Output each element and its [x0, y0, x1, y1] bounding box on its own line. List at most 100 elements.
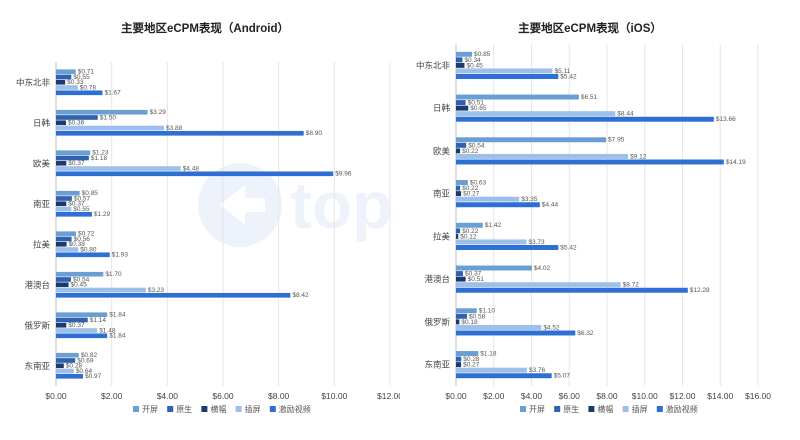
- data-label: $1.70: [105, 271, 122, 278]
- data-label: $1.29: [94, 211, 111, 218]
- bar-1: [456, 351, 479, 356]
- bar-3: [56, 160, 67, 166]
- legend-swatch: [554, 406, 561, 412]
- category-label: 港澳台: [424, 274, 450, 284]
- legend-swatch: [235, 406, 242, 412]
- bar-1: [456, 265, 532, 271]
- x-tick-label: $10.00: [321, 391, 347, 401]
- bar-2: [456, 313, 467, 319]
- data-label: $0.63: [470, 179, 487, 186]
- data-label: $4.02: [534, 265, 551, 272]
- bar-3: [56, 120, 67, 126]
- bar-3: [56, 79, 66, 85]
- x-tick-label: $2.00: [101, 391, 123, 401]
- bar-2: [456, 228, 461, 234]
- legend-label: 插屏: [632, 404, 648, 414]
- bar-4: [56, 247, 79, 252]
- x-tick-label: $0.00: [45, 391, 67, 401]
- data-label: $0.22: [462, 228, 479, 235]
- bar-5: [456, 287, 688, 293]
- data-label: $0.85: [474, 51, 491, 58]
- bar-3: [56, 282, 69, 288]
- legend-swatch: [167, 406, 174, 412]
- data-label: $0.45: [71, 282, 88, 289]
- data-label: $3.76: [529, 367, 546, 374]
- data-label: $0.28: [66, 363, 83, 370]
- data-label: $0.54: [468, 142, 485, 149]
- bar-2: [56, 115, 98, 120]
- data-label: $4.44: [542, 202, 559, 209]
- data-label: $13.66: [716, 116, 736, 123]
- legend-label: 插屏: [245, 404, 261, 414]
- data-label: $9.96: [335, 171, 352, 178]
- bar-2: [56, 277, 72, 282]
- data-label: $0.37: [68, 160, 85, 167]
- bar-5: [456, 373, 552, 379]
- bar-5: [56, 90, 103, 96]
- category-label: 中东北非: [416, 60, 451, 70]
- x-tick-label: $12.00: [670, 391, 696, 401]
- data-label: $3.35: [521, 196, 538, 203]
- category-label: 欧美: [433, 146, 451, 156]
- bar-3: [456, 233, 459, 239]
- legend-swatch: [656, 406, 663, 412]
- data-label: $0.56: [74, 236, 91, 243]
- legend-swatch: [201, 406, 208, 412]
- bar-1: [456, 94, 579, 100]
- bar-2: [456, 356, 462, 362]
- x-tick-label: $6.00: [212, 391, 234, 401]
- data-label: $1.42: [485, 222, 502, 229]
- bar-2: [56, 358, 76, 363]
- bar-5: [56, 130, 304, 136]
- bar-3: [456, 105, 469, 111]
- data-label: $1.93: [112, 252, 129, 259]
- data-label: $1.14: [90, 317, 107, 324]
- bar-4: [456, 153, 629, 159]
- category-label: 港澳台: [24, 280, 50, 290]
- data-label: $6.51: [581, 94, 598, 101]
- bar-1: [56, 352, 79, 358]
- data-label: $0.28: [463, 356, 480, 363]
- data-label: $0.72: [78, 231, 95, 238]
- data-label: $3.73: [528, 239, 545, 246]
- data-label: $0.64: [76, 368, 93, 375]
- data-label: $5.42: [560, 73, 577, 80]
- data-label: $3.88: [166, 125, 183, 132]
- data-label: $0.18: [461, 319, 478, 326]
- legend-swatch: [269, 406, 276, 412]
- bar-4: [56, 328, 98, 333]
- bar-4: [56, 368, 74, 374]
- bar-1: [456, 180, 468, 185]
- data-label: $0.37: [68, 322, 85, 329]
- legend-label: 激励视频: [666, 404, 698, 414]
- bar-2: [456, 142, 467, 148]
- x-tick-label: $0.00: [445, 391, 467, 401]
- legend-label: 横幅: [210, 404, 226, 414]
- data-label: $0.82: [81, 352, 98, 359]
- data-label: $4.52: [543, 324, 560, 331]
- legend-swatch: [622, 406, 629, 412]
- bar-3: [456, 362, 462, 368]
- bar-1: [56, 190, 80, 196]
- bar-5: [456, 202, 540, 208]
- bar-4: [56, 166, 181, 171]
- data-label: $0.27: [463, 191, 480, 198]
- data-label: $8.44: [617, 111, 634, 118]
- chart-title: 主要地区eCPM表现（iOS）: [518, 21, 662, 35]
- x-tick-label: $16.00: [745, 391, 771, 401]
- bar-5: [56, 171, 334, 177]
- legend-swatch: [133, 406, 139, 412]
- bar-1: [56, 69, 76, 75]
- legend-label: 激励视频: [279, 404, 311, 414]
- bar-5: [56, 252, 110, 258]
- x-tick-label: $2.00: [483, 391, 505, 401]
- category-label: 东南亚: [424, 360, 450, 370]
- data-label: $0.80: [80, 246, 97, 253]
- bar-1: [456, 222, 483, 228]
- category-label: 欧美: [33, 158, 51, 168]
- data-label: $1.23: [92, 150, 109, 157]
- data-label: $5.11: [554, 68, 570, 75]
- data-label: $5.42: [560, 244, 577, 251]
- legend-label: 原生: [563, 404, 579, 414]
- bar-3: [456, 62, 465, 68]
